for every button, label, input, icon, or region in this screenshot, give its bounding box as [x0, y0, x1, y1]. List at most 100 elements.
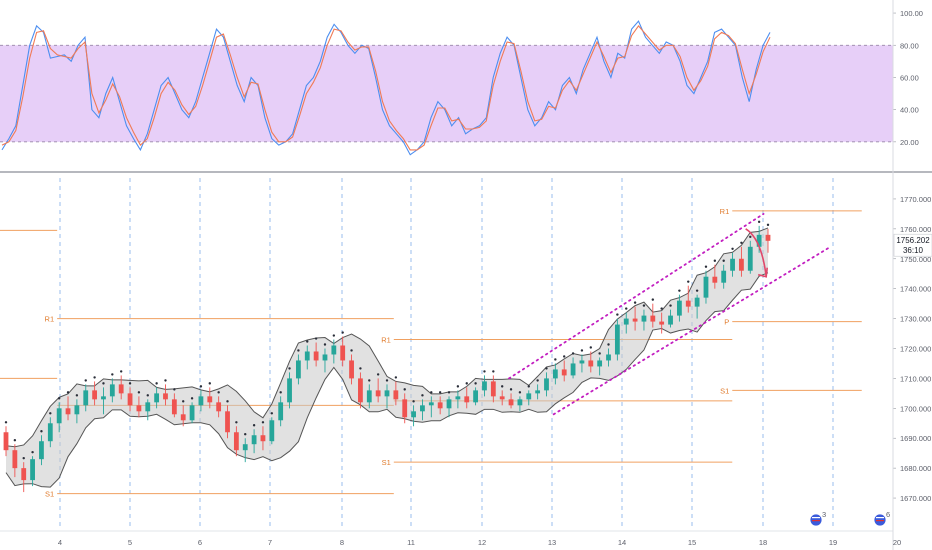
candle-body[interactable]: [56, 408, 62, 424]
candle-body[interactable]: [47, 423, 53, 442]
candle-body[interactable]: [358, 378, 363, 403]
candle-body[interactable]: [526, 393, 532, 400]
candle-body[interactable]: [269, 420, 275, 442]
candle-body[interactable]: [233, 432, 239, 451]
candle-body[interactable]: [659, 321, 665, 325]
candle-body[interactable]: [12, 450, 18, 469]
candle-body[interactable]: [260, 435, 266, 442]
candle-body[interactable]: [136, 405, 142, 412]
candle-body[interactable]: [535, 390, 541, 394]
candle-body[interactable]: [508, 399, 514, 406]
candle-body[interactable]: [641, 315, 647, 322]
candle-body[interactable]: [340, 345, 346, 361]
candle-body[interactable]: [163, 393, 168, 400]
candle-body[interactable]: [552, 369, 558, 379]
candle-body[interactable]: [366, 390, 372, 403]
candle-body[interactable]: [207, 396, 213, 403]
candle-body[interactable]: [420, 405, 425, 412]
candle-body[interactable]: [375, 390, 381, 397]
fractal-dot: [111, 373, 114, 376]
trend-channel-upper-line[interactable]: [508, 212, 765, 380]
candle-body[interactable]: [287, 378, 292, 403]
candle-body[interactable]: [490, 381, 496, 397]
candle-body[interactable]: [180, 414, 186, 421]
candle-body[interactable]: [712, 276, 718, 283]
candle-body[interactable]: [685, 300, 691, 307]
time-axis[interactable]: 4 5 6 7 8 11 12 13 14 15 18 19 20: [0, 530, 901, 547]
candle-body[interactable]: [676, 300, 682, 316]
candle-body[interactable]: [703, 276, 709, 298]
candle-body[interactable]: [242, 444, 248, 451]
candle-body[interactable]: [730, 258, 735, 271]
candle-body[interactable]: [384, 390, 390, 397]
candle-body[interactable]: [482, 381, 487, 391]
candle-body[interactable]: [393, 390, 399, 400]
candle-body[interactable]: [632, 318, 638, 322]
candle-body[interactable]: [402, 399, 408, 418]
candle-body[interactable]: [721, 270, 727, 283]
candle-body[interactable]: [694, 297, 700, 307]
candle-body[interactable]: [455, 396, 461, 400]
candle-body[interactable]: [606, 354, 611, 361]
candle-body[interactable]: [614, 324, 620, 355]
candle-body[interactable]: [216, 402, 222, 412]
fractal-dot: [500, 385, 504, 388]
price-panel[interactable]: R1 S1 R1 S1 R1 P S1 1770.000 1760.000 1750.000 17…: [0, 178, 932, 530]
candle-body[interactable]: [65, 408, 71, 415]
candle-body[interactable]: [464, 396, 470, 403]
candle-body[interactable]: [739, 258, 744, 271]
candle-body[interactable]: [411, 411, 416, 418]
candle-body[interactable]: [101, 396, 106, 400]
fractal-dot: [722, 259, 725, 262]
candle-body[interactable]: [517, 399, 523, 406]
candle-body[interactable]: [83, 390, 89, 406]
candle-body[interactable]: [756, 234, 762, 247]
economic-event-marker[interactable]: 6: [873, 510, 890, 527]
candle-body[interactable]: [437, 402, 443, 409]
candle-body[interactable]: [349, 360, 354, 379]
candle-body[interactable]: [570, 363, 576, 376]
candle-body[interactable]: [579, 360, 585, 364]
candle-body[interactable]: [171, 399, 177, 415]
candle-body[interactable]: [544, 378, 549, 391]
candle-body[interactable]: [30, 459, 35, 481]
candle-body[interactable]: [588, 360, 594, 367]
candle-body[interactable]: [225, 411, 230, 433]
candle-body[interactable]: [561, 369, 567, 376]
economic-event-marker[interactable]: 3: [809, 510, 826, 527]
candle-body[interactable]: [499, 396, 505, 400]
candle-body[interactable]: [127, 393, 133, 406]
candle-body[interactable]: [322, 354, 328, 361]
candle-body[interactable]: [623, 318, 629, 325]
candle-body[interactable]: [304, 351, 310, 361]
candle-body[interactable]: [39, 441, 44, 460]
trend-channel-lower-line[interactable]: [552, 245, 832, 416]
candle-body[interactable]: [118, 384, 124, 394]
down-arrow-shaft[interactable]: [745, 228, 767, 277]
candle-body[interactable]: [313, 351, 319, 361]
stochastic-panel[interactable]: 100.00 80.00 60.00 40.00 20.00: [0, 9, 923, 156]
candle-body[interactable]: [189, 405, 195, 421]
candle-body[interactable]: [473, 390, 479, 403]
candle-body[interactable]: [295, 360, 301, 379]
candle-body[interactable]: [446, 399, 452, 409]
candle-body[interactable]: [3, 432, 9, 451]
candle-body[interactable]: [278, 402, 284, 421]
candle-body[interactable]: [668, 315, 673, 325]
down-arrow-head[interactable]: [757, 267, 768, 278]
candle-body[interactable]: [109, 384, 115, 397]
candle-body[interactable]: [331, 345, 337, 355]
candle-body[interactable]: [21, 468, 27, 481]
candle-body[interactable]: [597, 360, 603, 367]
candle-body[interactable]: [92, 390, 98, 400]
candle-body[interactable]: [747, 246, 753, 271]
candle-body[interactable]: [145, 402, 151, 412]
candle-body[interactable]: [765, 234, 771, 241]
candle-body[interactable]: [198, 396, 204, 406]
candle-body[interactable]: [428, 402, 434, 406]
candle-body[interactable]: [154, 393, 160, 403]
candle-body[interactable]: [650, 315, 656, 322]
candle-body[interactable]: [251, 435, 257, 445]
candle-body[interactable]: [74, 405, 80, 415]
